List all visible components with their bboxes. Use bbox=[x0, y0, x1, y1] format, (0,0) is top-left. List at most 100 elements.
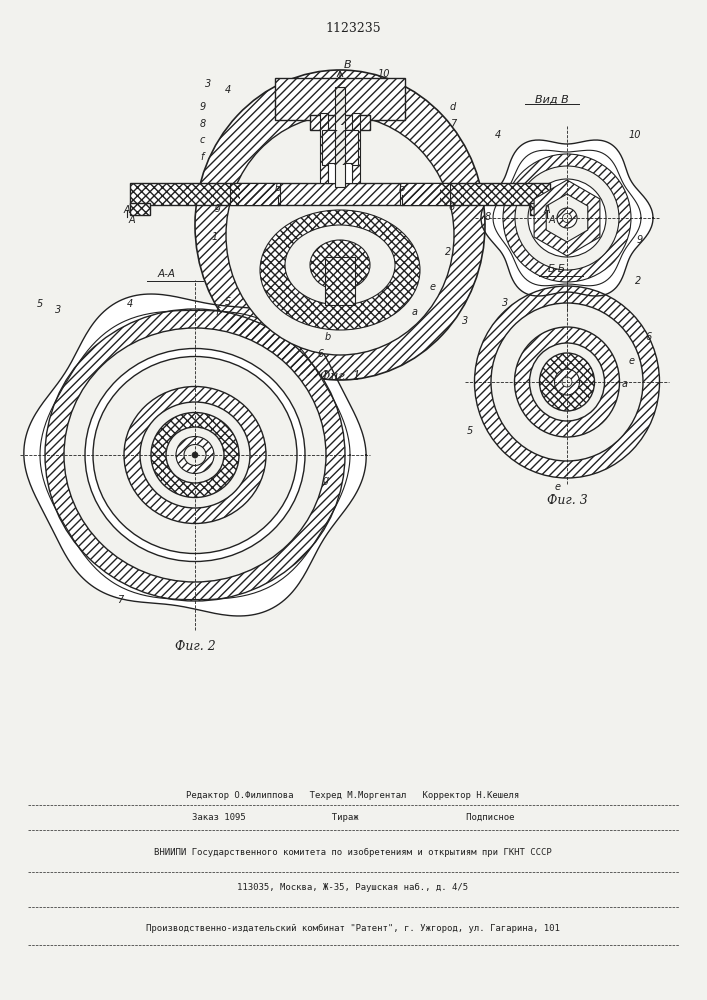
Text: 1: 1 bbox=[212, 232, 218, 242]
Bar bbox=[130, 203, 150, 215]
Text: Фиг. 2: Фиг. 2 bbox=[175, 641, 216, 654]
Bar bbox=[335, 77, 345, 125]
Ellipse shape bbox=[557, 208, 577, 228]
Ellipse shape bbox=[515, 166, 619, 270]
Bar bbox=[322, 130, 358, 165]
Bar bbox=[130, 203, 150, 215]
Ellipse shape bbox=[151, 412, 239, 497]
Ellipse shape bbox=[563, 214, 571, 223]
Text: А: А bbox=[124, 205, 130, 215]
Text: f: f bbox=[215, 307, 218, 317]
Text: 8: 8 bbox=[200, 119, 206, 129]
Ellipse shape bbox=[166, 427, 224, 483]
Text: А: А bbox=[129, 215, 135, 225]
Bar bbox=[130, 183, 240, 205]
Ellipse shape bbox=[562, 377, 572, 387]
Bar bbox=[352, 113, 360, 183]
Text: 3: 3 bbox=[205, 79, 211, 89]
Bar bbox=[325, 257, 355, 305]
Ellipse shape bbox=[85, 349, 305, 562]
Bar bbox=[335, 87, 345, 187]
Ellipse shape bbox=[515, 327, 619, 437]
Text: Производственно-издательский комбинат "Pатент", г. Ужгород, ул. Гагарина, 101: Производственно-издательский комбинат "P… bbox=[146, 923, 560, 933]
Text: 3: 3 bbox=[462, 316, 468, 326]
Text: 3: 3 bbox=[55, 305, 62, 315]
Text: 113035, Москва, Ж-35, Раушская наб., д. 4/5: 113035, Москва, Ж-35, Раушская наб., д. … bbox=[238, 882, 469, 892]
Ellipse shape bbox=[491, 303, 643, 461]
Text: 2: 2 bbox=[635, 276, 641, 286]
Text: А: А bbox=[544, 205, 550, 215]
Ellipse shape bbox=[140, 402, 250, 508]
Text: Б: Б bbox=[274, 183, 281, 193]
Text: g: g bbox=[215, 202, 221, 212]
Bar bbox=[322, 130, 358, 165]
Text: 8: 8 bbox=[485, 212, 491, 222]
Ellipse shape bbox=[310, 240, 370, 290]
Text: e: e bbox=[629, 356, 635, 366]
Bar bbox=[530, 203, 550, 215]
Bar bbox=[320, 113, 328, 183]
Ellipse shape bbox=[192, 452, 198, 458]
Text: Фиг. 3: Фиг. 3 bbox=[547, 493, 588, 506]
Text: 9: 9 bbox=[200, 102, 206, 112]
Bar bbox=[440, 183, 550, 205]
Bar bbox=[275, 78, 405, 120]
Ellipse shape bbox=[528, 179, 606, 257]
Ellipse shape bbox=[124, 386, 266, 524]
Text: 10: 10 bbox=[629, 130, 641, 140]
Bar bbox=[240, 183, 440, 205]
Ellipse shape bbox=[93, 357, 297, 554]
Ellipse shape bbox=[260, 210, 420, 330]
Ellipse shape bbox=[503, 154, 631, 282]
Text: Фиг. 1: Фиг. 1 bbox=[320, 370, 361, 383]
Ellipse shape bbox=[176, 436, 214, 474]
Text: А-А: А-А bbox=[158, 269, 176, 279]
Polygon shape bbox=[547, 194, 588, 242]
Ellipse shape bbox=[285, 225, 395, 305]
Polygon shape bbox=[24, 294, 366, 616]
Text: a: a bbox=[412, 307, 418, 317]
Bar bbox=[130, 183, 240, 205]
Text: b: b bbox=[325, 332, 332, 342]
Text: Фиг. 4: Фиг. 4 bbox=[547, 322, 588, 334]
Text: 6: 6 bbox=[448, 202, 455, 212]
Polygon shape bbox=[534, 180, 600, 256]
Text: 7: 7 bbox=[117, 595, 123, 605]
Bar bbox=[320, 113, 328, 183]
Polygon shape bbox=[481, 140, 653, 296]
Text: 6: 6 bbox=[645, 332, 651, 342]
Text: c: c bbox=[200, 135, 205, 145]
Text: 7: 7 bbox=[450, 119, 456, 129]
Ellipse shape bbox=[539, 353, 595, 411]
Bar bbox=[328, 163, 352, 183]
Text: a: a bbox=[622, 379, 628, 389]
Polygon shape bbox=[230, 183, 280, 205]
Text: Заказ 1095                Тираж                    Подписное: Заказ 1095 Тираж Подписное bbox=[192, 812, 514, 822]
Text: 10: 10 bbox=[378, 69, 390, 79]
Text: e: e bbox=[430, 282, 436, 292]
Text: 5: 5 bbox=[225, 297, 231, 307]
Text: 4: 4 bbox=[127, 299, 133, 309]
Text: d: d bbox=[450, 102, 456, 112]
Bar bbox=[275, 78, 405, 120]
Text: Б-Б: Б-Б bbox=[548, 264, 566, 274]
Text: А: А bbox=[549, 215, 555, 225]
Ellipse shape bbox=[226, 115, 454, 355]
Text: В: В bbox=[344, 60, 351, 70]
Text: 5: 5 bbox=[467, 426, 473, 436]
Bar bbox=[310, 115, 370, 130]
Text: 4: 4 bbox=[495, 130, 501, 140]
Text: Вид В: Вид В bbox=[535, 95, 569, 105]
Ellipse shape bbox=[530, 343, 604, 421]
Bar bbox=[530, 203, 550, 215]
Ellipse shape bbox=[554, 369, 580, 395]
Ellipse shape bbox=[64, 328, 326, 582]
Bar bbox=[325, 257, 355, 305]
Bar bbox=[240, 183, 440, 205]
Ellipse shape bbox=[184, 444, 206, 466]
Polygon shape bbox=[400, 183, 450, 205]
Text: 4: 4 bbox=[225, 85, 231, 95]
Text: Редактор О.Филиппова   Техред М.Моргентал   Корректор Н.Кешеля: Редактор О.Филиппова Техред М.Моргентал … bbox=[187, 790, 520, 800]
Text: 9: 9 bbox=[637, 235, 643, 245]
Text: 2: 2 bbox=[445, 247, 451, 257]
